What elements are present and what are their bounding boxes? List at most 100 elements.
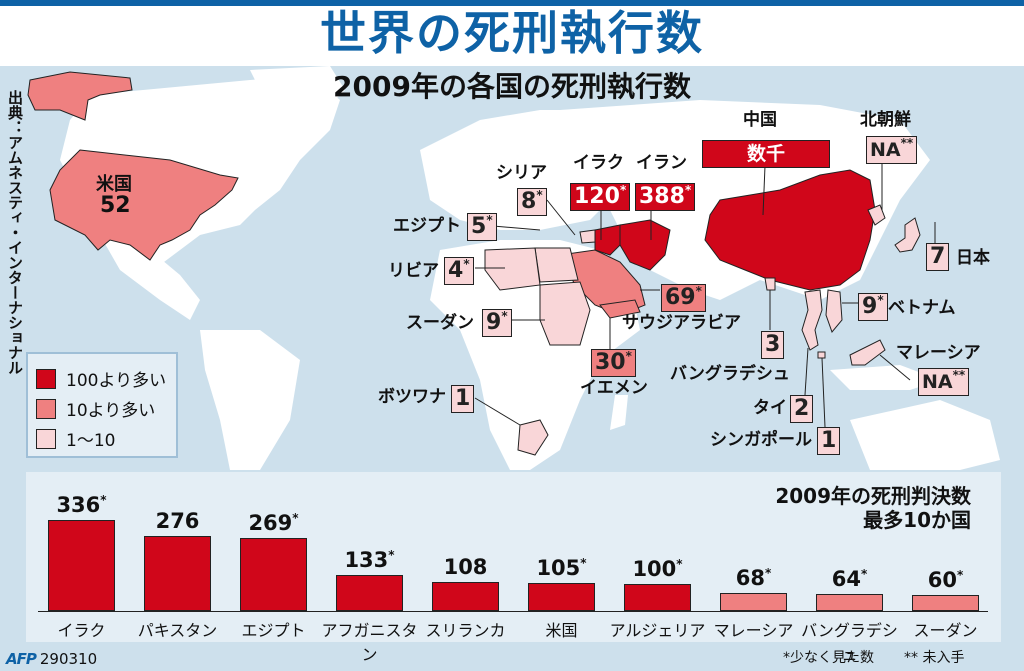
- country-japan: [894, 217, 921, 253]
- label-usa-value: 52: [100, 193, 131, 218]
- country-syria: [579, 229, 596, 244]
- value-box-vietnam: 9*: [858, 293, 888, 321]
- value-box-thailand: 2: [790, 395, 814, 423]
- chart-title: 2009年の死刑判決数 最多10か国: [775, 484, 971, 532]
- label-syria-name: シリア: [496, 163, 547, 183]
- label-egypt-name: エジプト: [393, 216, 461, 236]
- bar-value-label: 60*: [927, 568, 964, 592]
- bar: [144, 536, 211, 611]
- bar-category-label: エジプト: [241, 621, 306, 640]
- label-libya-name: リビア: [388, 261, 439, 281]
- label-iraq-name: イラク: [573, 153, 624, 173]
- legend-item-mid: 10より多い: [36, 396, 155, 421]
- country-botswana: [517, 419, 549, 456]
- bar-value-label: 68*: [735, 566, 772, 590]
- chart-baseline: [38, 611, 988, 612]
- label-malaysia-name: マレーシア: [896, 343, 981, 363]
- label-usa-name: 米国: [96, 174, 132, 195]
- country-vietnam: [825, 289, 843, 333]
- land-central-america: [100, 235, 200, 320]
- country-libya: [484, 247, 541, 291]
- country-bangladesh: [764, 277, 776, 291]
- map-legend: 100より多い 10より多い 1〜10: [26, 352, 178, 458]
- source-credit: 出典：アムネスティ・インターナショナル: [6, 90, 24, 375]
- legend-item-high: 100より多い: [36, 366, 166, 391]
- bar-value-label: 269*: [248, 511, 299, 535]
- label-sudan-name: スーダン: [406, 313, 474, 333]
- bar-value-label: 276: [155, 509, 200, 533]
- top-accent-bar: [0, 0, 1024, 6]
- bar-value-label: 133*: [344, 548, 395, 572]
- bar-value-label: 336*: [56, 493, 107, 517]
- value-box-north-korea: NA**: [866, 136, 918, 164]
- country-thailand: [801, 289, 823, 351]
- value-box-iraq: 120*: [570, 183, 631, 211]
- bar-category-label: イラク: [57, 621, 106, 640]
- land-south-america: [200, 330, 300, 470]
- land-greenland: [250, 66, 345, 115]
- country-china: [704, 169, 876, 291]
- label-iran-name: イラン: [636, 153, 687, 173]
- value-box-japan: 7: [926, 243, 950, 271]
- bar-category-label: パキスタン: [137, 621, 218, 640]
- bar-value-label: 105*: [536, 556, 587, 580]
- land-indonesia: [830, 365, 940, 390]
- country-usa: [49, 149, 239, 261]
- page-title: 世界の死刑執行数: [320, 6, 704, 60]
- value-box-sudan: 9*: [482, 309, 512, 337]
- bar-category-label: スーダン: [913, 621, 978, 640]
- value-box-syria: 8*: [517, 188, 547, 216]
- label-singapore-name: シンガポール: [710, 430, 812, 450]
- label-saudi-arabia-name: サウジアラビア: [622, 313, 741, 333]
- map-subtitle: 2009年の各国の死刑執行数: [333, 70, 691, 103]
- country-alaska: [27, 71, 133, 121]
- value-box-bangladesh: 3: [761, 331, 785, 359]
- country-sudan: [539, 281, 591, 346]
- bar-category-label: アルジェリア: [609, 621, 706, 640]
- afp-logo: AFP: [6, 650, 37, 668]
- bar: [528, 583, 595, 611]
- bar-value-label: 64*: [831, 567, 868, 591]
- bar-category-label: アフガニスタン: [321, 621, 418, 664]
- bar: [720, 593, 787, 611]
- value-box-iran: 388*: [635, 183, 696, 211]
- label-vietnam-name: ベトナム: [888, 298, 956, 318]
- bar: [912, 595, 979, 611]
- footnote-not-available: ** 未入手: [904, 650, 965, 666]
- value-box-libya: 4*: [444, 257, 474, 285]
- bar: [240, 538, 307, 611]
- country-yemen: [599, 299, 641, 319]
- label-yemen-name: イエメン: [580, 378, 648, 398]
- publish-date: 290310: [39, 650, 98, 668]
- country-singapore: [817, 351, 826, 359]
- value-box-singapore: 1: [817, 427, 841, 455]
- bar: [816, 594, 883, 611]
- bar-category-label: スリランカ: [425, 621, 506, 640]
- country-egypt: [534, 247, 579, 283]
- death-sentence-bar-chart: 2009年の死刑判決数 最多10か国 336* イラク 276 パキスタン 269* エジ…: [26, 472, 1001, 664]
- legend-swatch-high: [36, 368, 56, 389]
- bar: [336, 575, 403, 611]
- bar: [48, 520, 115, 611]
- bar-category-label: マレーシア: [713, 621, 794, 640]
- land-madagascar: [610, 395, 628, 430]
- value-box-china: 数千: [702, 140, 830, 168]
- bar-value-label: 108: [443, 555, 488, 579]
- label-thailand-name: タイ: [753, 398, 787, 418]
- label-north-korea-name: 北朝鮮: [860, 110, 911, 130]
- land-australia: [850, 400, 1000, 470]
- legend-item-low: 1〜10: [36, 426, 115, 451]
- country-iran: [619, 219, 671, 271]
- value-box-yemen: 30*: [591, 349, 636, 377]
- bar-value-label: 100*: [632, 557, 683, 581]
- label-botswana-name: ボツワナ: [378, 387, 446, 407]
- bar-category-label: バングラデシュ: [801, 621, 898, 664]
- bar-category-label: 米国: [545, 621, 578, 640]
- label-japan-name: 日本: [956, 248, 990, 268]
- value-box-saudi-arabia: 69*: [661, 284, 706, 312]
- footer-credit: AFP 290310: [6, 650, 97, 668]
- value-box-egypt: 5*: [467, 213, 497, 241]
- country-north-korea: [867, 204, 886, 226]
- label-bangladesh-name: バングラデシュ: [670, 364, 790, 384]
- legend-swatch-low: [36, 428, 56, 449]
